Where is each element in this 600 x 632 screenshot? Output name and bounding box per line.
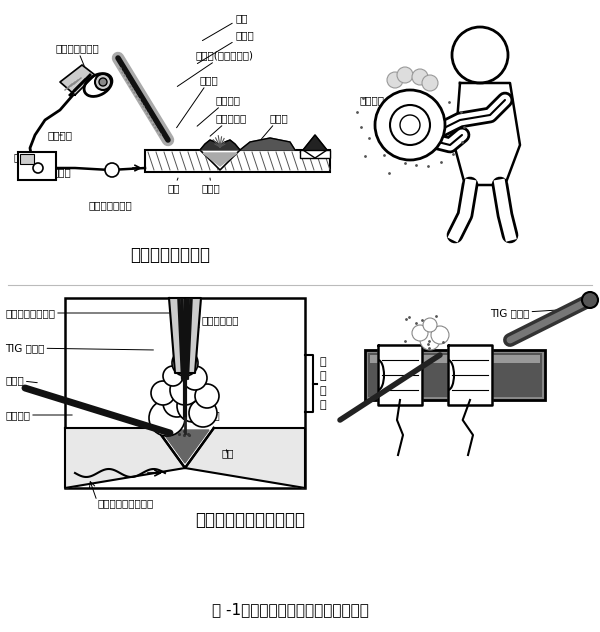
Circle shape	[149, 400, 185, 436]
Text: 溶接金属: 溶接金属	[5, 410, 72, 420]
Circle shape	[170, 375, 200, 405]
Circle shape	[420, 330, 440, 350]
Circle shape	[452, 27, 508, 83]
Polygon shape	[200, 150, 240, 170]
Text: アーク: アーク	[196, 410, 221, 420]
Circle shape	[189, 399, 217, 427]
Polygon shape	[203, 153, 237, 166]
Text: アースグリップ: アースグリップ	[88, 200, 132, 210]
Circle shape	[183, 366, 207, 390]
Text: 電源: 電源	[22, 166, 33, 174]
Circle shape	[422, 75, 438, 91]
Text: 被覆材(フラックス): 被覆材(フラックス)	[178, 50, 253, 87]
Circle shape	[95, 74, 111, 90]
Text: 発生ガス: 発生ガス	[197, 95, 240, 126]
Text: 溶融スラグ: 溶融スラグ	[210, 113, 246, 136]
Circle shape	[172, 350, 198, 376]
Text: 溶接棒ホルダー: 溶接棒ホルダー	[55, 43, 99, 78]
Text: タングステン電極: タングステン電極	[5, 308, 182, 318]
Text: 電源: 電源	[13, 152, 25, 162]
Bar	[370, 355, 540, 363]
Polygon shape	[303, 135, 327, 158]
Text: 溶加材: 溶加材	[370, 352, 389, 403]
Text: 溶接棒: 溶接棒	[197, 30, 254, 64]
Circle shape	[33, 163, 43, 173]
Text: 被覆アーク溶接法: 被覆アーク溶接法	[130, 246, 210, 264]
Text: 溶接池: 溶接池	[202, 178, 221, 193]
Bar	[20, 154, 34, 164]
Text: 管内面イナートガス: 管内面イナートガス	[97, 498, 153, 508]
Polygon shape	[448, 345, 492, 405]
Circle shape	[99, 78, 107, 86]
Polygon shape	[60, 65, 95, 95]
Text: アーク: アーク	[176, 75, 219, 128]
Polygon shape	[378, 345, 422, 405]
Text: 心線: 心線	[202, 13, 248, 40]
Circle shape	[177, 390, 209, 422]
Bar	[368, 353, 542, 397]
Circle shape	[412, 69, 428, 85]
Text: スラグ: スラグ	[260, 113, 289, 141]
Text: 溶: 溶	[319, 357, 326, 367]
Text: 母体: 母体	[168, 178, 181, 193]
Circle shape	[375, 90, 445, 160]
Polygon shape	[200, 140, 240, 150]
Text: 図 -1　被覆アーク溶接接合法の原理: 図 -1 被覆アーク溶接接合法の原理	[212, 602, 368, 617]
Circle shape	[163, 389, 191, 417]
Polygon shape	[455, 83, 520, 185]
Bar	[65, 298, 305, 488]
Text: TIG 溶接機: TIG 溶接機	[490, 308, 587, 318]
Bar	[300, 150, 330, 158]
Polygon shape	[161, 430, 209, 463]
Polygon shape	[169, 298, 201, 373]
Circle shape	[163, 366, 183, 386]
Circle shape	[412, 325, 428, 341]
Text: 不活性ガスアーク溶接法: 不活性ガスアーク溶接法	[195, 511, 305, 529]
Text: 接: 接	[319, 372, 326, 381]
Text: 母材: 母材	[221, 448, 233, 458]
Circle shape	[423, 318, 437, 332]
Bar	[18, 152, 56, 180]
Circle shape	[582, 292, 598, 308]
Circle shape	[151, 381, 175, 405]
Circle shape	[195, 384, 219, 408]
Bar	[365, 350, 545, 400]
Text: 源: 源	[319, 400, 326, 410]
Polygon shape	[185, 428, 305, 488]
Circle shape	[397, 67, 413, 83]
Circle shape	[431, 326, 449, 344]
Circle shape	[387, 72, 403, 88]
Text: イナートガス: イナートガス	[197, 315, 239, 328]
Text: 電: 電	[319, 386, 326, 396]
Polygon shape	[65, 428, 185, 488]
Text: ケーブル: ケーブル	[47, 130, 72, 140]
Text: TIG 溶接機: TIG 溶接機	[5, 343, 154, 353]
Circle shape	[105, 163, 119, 177]
Polygon shape	[240, 138, 295, 150]
Bar	[145, 150, 330, 172]
Text: 溶接機: 溶接機	[29, 155, 45, 164]
Text: フランジ: フランジ	[360, 95, 388, 111]
Text: 溶加材: 溶加材	[5, 375, 37, 385]
Text: 溶接機: 溶接機	[53, 167, 71, 177]
